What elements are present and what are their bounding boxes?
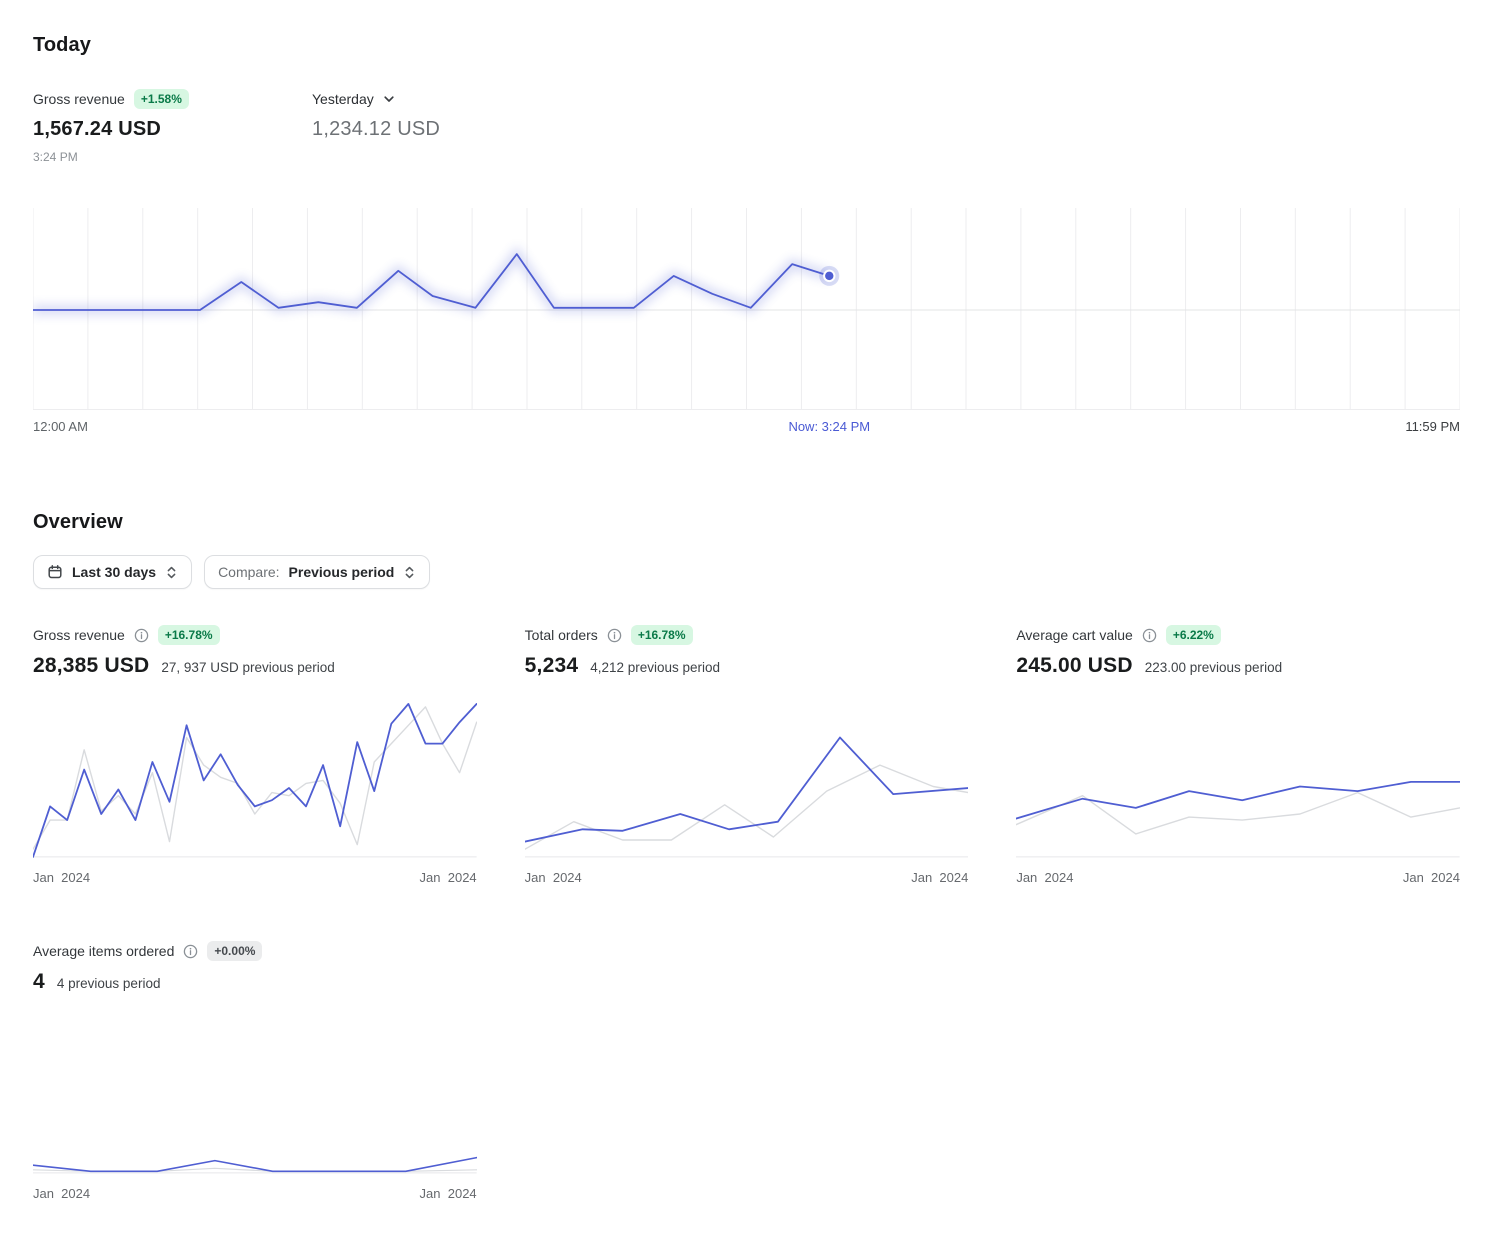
card-chart[interactable] xyxy=(33,1010,477,1180)
card-chart[interactable] xyxy=(33,694,477,864)
axis-left-label: Jan 2024 xyxy=(1016,870,1074,885)
today-metrics: Gross revenue +1.58% 1,567.24 USD 3:24 P… xyxy=(33,89,1460,164)
change-badge: +6.22% xyxy=(1165,625,1221,645)
info-icon[interactable] xyxy=(607,628,622,643)
overview-cards: Gross revenue +16.78% 28,385 USD 27, 937… xyxy=(33,625,1460,1201)
today-chart-svg[interactable] xyxy=(33,208,1460,410)
card-chart[interactable] xyxy=(524,694,969,864)
card-value: 5,234 xyxy=(524,654,579,677)
metric-card-average-items-ordered: Average items ordered +0.00% 4 4 previou… xyxy=(33,941,477,1201)
yesterday-label: Yesterday xyxy=(312,91,374,107)
card-value: 4 xyxy=(33,970,45,993)
change-badge: +16.78% xyxy=(630,625,693,645)
gross-revenue-today: Gross revenue +1.58% 1,567.24 USD 3:24 P… xyxy=(33,89,312,164)
change-badge: +0.00% xyxy=(207,941,263,961)
card-chart[interactable] xyxy=(1016,694,1460,864)
info-icon[interactable] xyxy=(1142,628,1157,643)
today-chart-axis: 12:00 AM Now: 3:24 PM 11:59 PM xyxy=(33,419,1460,437)
card-label: Average cart value xyxy=(1016,627,1133,643)
overview-filters: Last 30 days Compare: Previous period xyxy=(33,555,1460,589)
yesterday-metric: Yesterday 1,234.12 USD xyxy=(312,89,440,164)
compare-button[interactable]: Compare: Previous period xyxy=(204,555,431,589)
today-chart[interactable]: 12:00 AM Now: 3:24 PM 11:59 PM xyxy=(33,208,1460,437)
metric-card-average-cart-value: Average cart value +6.22% 245.00 USD 223… xyxy=(1016,625,1460,885)
axis-now-label: Now: 3:24 PM xyxy=(788,419,871,434)
axis-right-label: Jan 2024 xyxy=(419,1186,477,1201)
gross-revenue-change-badge: +1.58% xyxy=(133,89,189,109)
info-icon[interactable] xyxy=(134,628,149,643)
card-previous-period: 223.00 previous period xyxy=(1144,660,1283,675)
gross-revenue-timestamp: 3:24 PM xyxy=(33,150,78,164)
yesterday-dropdown[interactable]: Yesterday xyxy=(312,89,440,109)
card-previous-period: 4 previous period xyxy=(56,976,161,991)
card-value: 245.00 USD xyxy=(1016,654,1133,677)
today-heading: Today xyxy=(33,34,91,56)
change-badge: +16.78% xyxy=(157,625,220,645)
axis-left-label: Jan 2024 xyxy=(33,1186,91,1201)
card-previous-period: 4,212 previous period xyxy=(590,660,721,675)
gross-revenue-value: 1,567.24 USD xyxy=(33,118,162,140)
card-label: Average items ordered xyxy=(33,943,175,959)
info-icon[interactable] xyxy=(183,944,198,959)
axis-right-label: Jan 2024 xyxy=(419,870,477,885)
updown-chevron-icon xyxy=(403,565,416,580)
gross-revenue-label: Gross revenue xyxy=(33,91,125,107)
compare-value: Previous period xyxy=(288,564,395,580)
card-label: Gross revenue xyxy=(33,627,125,643)
axis-end-label: 11:59 PM xyxy=(1405,419,1460,434)
card-value: 28,385 USD xyxy=(33,654,150,677)
date-range-button[interactable]: Last 30 days xyxy=(33,555,193,589)
calendar-icon xyxy=(47,564,63,580)
axis-right-label: Jan 2024 xyxy=(911,870,969,885)
yesterday-value: 1,234.12 USD xyxy=(312,118,441,140)
updown-chevron-icon xyxy=(165,565,178,580)
axis-left-label: Jan 2024 xyxy=(33,870,91,885)
metric-card-total-orders: Total orders +16.78% 5,234 4,212 previou… xyxy=(524,625,969,885)
metric-card-gross-revenue: Gross revenue +16.78% 28,385 USD 27, 937… xyxy=(33,625,477,885)
chevron-down-icon xyxy=(382,92,396,106)
axis-right-label: Jan 2024 xyxy=(1402,870,1460,885)
card-previous-period: 27, 937 USD previous period xyxy=(161,660,335,675)
axis-start-label: 12:00 AM xyxy=(33,419,88,434)
compare-label: Compare: xyxy=(218,564,280,580)
date-range-label: Last 30 days xyxy=(72,564,157,580)
axis-left-label: Jan 2024 xyxy=(524,870,582,885)
overview-heading: Overview xyxy=(33,511,123,533)
card-label: Total orders xyxy=(524,627,598,643)
